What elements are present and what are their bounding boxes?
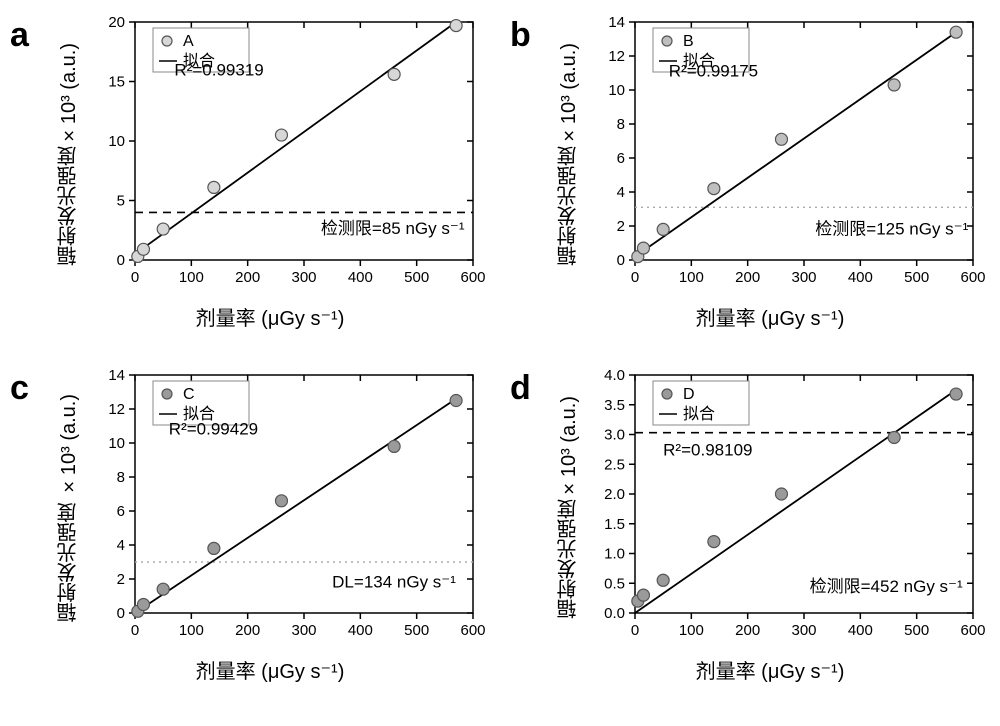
plot-wrap-c: 辐射发光强度 ×10³ (a.u.) 0 100 200 300 400 500 600 0 2 4… — [50, 363, 490, 684]
svg-text:20: 20 — [108, 14, 125, 31]
svg-text:1.0: 1.0 — [604, 546, 625, 563]
xlabel-a: 剂量率 (μGy s⁻¹) — [196, 302, 345, 331]
xlabel-b: 剂量率 (μGy s⁻¹) — [696, 302, 845, 331]
panel-a: a 辐射发光强度×10³ (a.u.) 0 100 200 300 400 500 600 0 5… — [10, 10, 490, 363]
panel-c: c 辐射发光强度 ×10³ (a.u.) 0 100 200 300 400 500 600 0… — [10, 363, 490, 716]
svg-text:14: 14 — [608, 14, 625, 31]
svg-text:3.0: 3.0 — [604, 427, 625, 444]
svg-text:5: 5 — [116, 193, 124, 210]
legend-series-a: A — [183, 33, 194, 50]
svg-text:300: 300 — [791, 622, 816, 639]
panel-label-b: b — [510, 10, 550, 55]
ylabel-d: 辐射发光强度×10³ (a.u.) — [554, 396, 583, 619]
svg-text:3.5: 3.5 — [604, 397, 625, 414]
svg-text:8: 8 — [116, 469, 124, 486]
svg-text:14: 14 — [108, 367, 125, 384]
svg-text:500: 500 — [904, 622, 929, 639]
svg-text:300: 300 — [291, 269, 316, 286]
r2-text-d: R²=0.98109 — [663, 440, 752, 459]
svg-text:2.5: 2.5 — [604, 456, 625, 473]
plot-wrap-b: 辐射发光强度×10³ (a.u.) 0 100 200 300 400 500 600 0 2 4 6… — [550, 10, 990, 331]
dl-text-c: DL=134 nGy s⁻¹ — [332, 573, 456, 592]
dl-text-a: 检测限=85 nGy s⁻¹ — [320, 219, 464, 238]
svg-text:300: 300 — [791, 269, 816, 286]
svg-text:100: 100 — [678, 622, 703, 639]
plot-b: 010020030040050060002468101214B拟合R²=0.99… — [587, 10, 987, 300]
svg-text:200: 200 — [735, 622, 760, 639]
plot-wrap-a: 辐射发光强度×10³ (a.u.) 0 100 200 300 400 500 600 0 5 10… — [50, 10, 490, 331]
xlabel-d: 剂量率 (μGy s⁻¹) — [696, 655, 845, 684]
svg-text:0: 0 — [130, 269, 138, 286]
figure-grid: a 辐射发光强度×10³ (a.u.)010020030040050060005… — [0, 0, 1000, 726]
svg-text:6: 6 — [116, 503, 124, 520]
svg-text:0: 0 — [630, 269, 638, 286]
svg-text:0: 0 — [130, 622, 138, 639]
svg-text:1.5: 1.5 — [604, 516, 625, 533]
svg-text:600: 600 — [460, 622, 485, 639]
svg-text:600: 600 — [960, 269, 985, 286]
svg-text:500: 500 — [404, 269, 429, 286]
svg-text:200: 200 — [235, 622, 260, 639]
svg-text:4.0: 4.0 — [604, 367, 625, 384]
legend-series-b: B — [683, 33, 694, 50]
svg-text:300: 300 — [291, 622, 316, 639]
svg-text:15: 15 — [108, 74, 125, 91]
svg-text:100: 100 — [678, 269, 703, 286]
panel-label-d: d — [510, 363, 550, 408]
svg-text:2: 2 — [116, 571, 124, 588]
r2-text-b: R²=0.99175 — [668, 61, 757, 80]
r2-text-c: R²=0.99429 — [168, 420, 257, 439]
r2-text-a: R²=0.99319 — [174, 61, 263, 80]
svg-text:100: 100 — [178, 622, 203, 639]
svg-text:0: 0 — [630, 622, 638, 639]
xlabel-c: 剂量率 (μGy s⁻¹) — [196, 655, 345, 684]
svg-text:2: 2 — [616, 218, 624, 235]
ylabel-b: 辐射发光强度×10³ (a.u.) — [554, 43, 583, 266]
svg-text:500: 500 — [904, 269, 929, 286]
svg-text:400: 400 — [847, 269, 872, 286]
svg-text:12: 12 — [108, 401, 125, 418]
svg-text:10: 10 — [608, 82, 625, 99]
svg-text:8: 8 — [616, 116, 624, 133]
svg-text:10: 10 — [108, 133, 125, 150]
plot-c: 010020030040050060002468101214C拟合R²=0.99… — [87, 363, 487, 653]
svg-text:0.0: 0.0 — [604, 605, 625, 622]
svg-text:100: 100 — [178, 269, 203, 286]
svg-text:500: 500 — [404, 622, 429, 639]
svg-text:0: 0 — [116, 605, 124, 622]
dl-text-d: 检测限=452 nGy s⁻¹ — [809, 577, 962, 596]
plot-d: 0 100 200 300 400 500 600 0.0 0.5 1.0 1.5 2.0 2.5 3.0… — [587, 363, 987, 653]
legend-fit-d: 拟合 — [683, 405, 715, 423]
dl-text-b: 检测限=125 nGy s⁻¹ — [815, 220, 968, 239]
panel-label-c: c — [10, 363, 50, 408]
panel-label-a: a — [10, 10, 50, 55]
svg-text:200: 200 — [735, 269, 760, 286]
legend-series-c: C — [183, 386, 195, 403]
ylabel-c: 辐射发光强度 ×10³ (a.u.) — [54, 394, 83, 623]
plot-a: 010020030040050060005101520A拟合R²=0.99319… — [87, 10, 487, 300]
svg-text:6: 6 — [616, 150, 624, 167]
svg-text:200: 200 — [235, 269, 260, 286]
svg-text:0: 0 — [616, 252, 624, 269]
panel-d: d 辐射发光强度×10³ (a.u.) 0 100 200 300 400 500 600 0.… — [510, 363, 990, 716]
svg-text:4: 4 — [616, 184, 624, 201]
svg-text:0.5: 0.5 — [604, 575, 625, 592]
svg-text:400: 400 — [347, 269, 372, 286]
svg-text:400: 400 — [347, 622, 372, 639]
panel-b: b 辐射发光强度×10³ (a.u.) 0 100 200 300 400 500 600 0 2… — [510, 10, 990, 363]
svg-text:600: 600 — [960, 622, 985, 639]
svg-text:0: 0 — [116, 252, 124, 269]
svg-text:10: 10 — [108, 435, 125, 452]
svg-text:2.0: 2.0 — [604, 486, 625, 503]
plot-wrap-d: 辐射发光强度×10³ (a.u.)01002003004005006000.00… — [550, 363, 990, 684]
svg-text:400: 400 — [847, 622, 872, 639]
svg-text:4: 4 — [116, 537, 124, 554]
legend-series-d: D — [683, 386, 695, 403]
svg-text:600: 600 — [460, 269, 485, 286]
svg-text:12: 12 — [608, 48, 625, 65]
ylabel-a: 辐射发光强度×10³ (a.u.) — [54, 43, 83, 266]
